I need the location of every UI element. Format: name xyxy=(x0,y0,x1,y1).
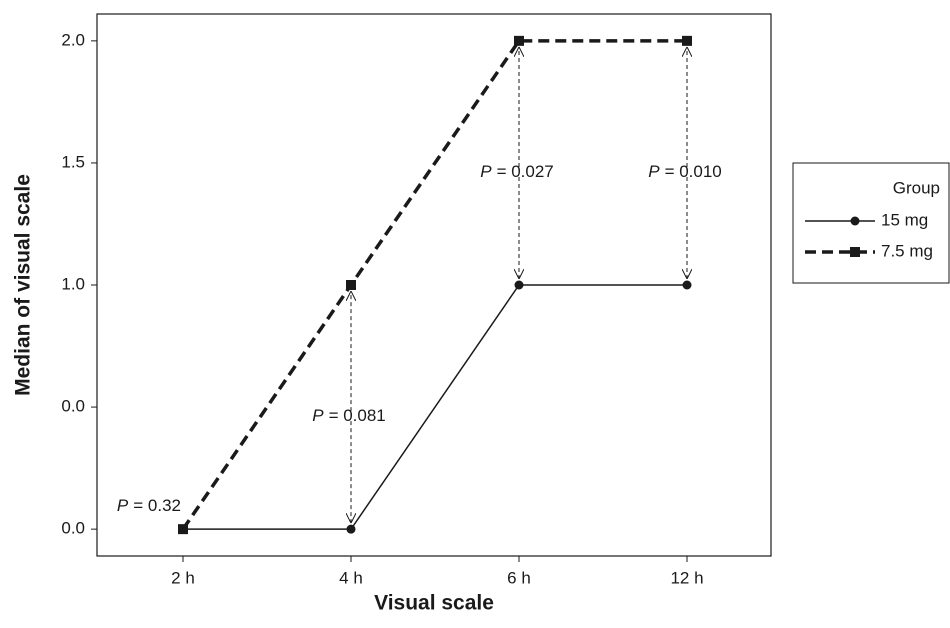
y-axis-title: Median of visual scale xyxy=(12,174,35,396)
p-symbol: P xyxy=(648,162,660,181)
p-value: = 0.081 xyxy=(329,407,386,426)
p-value-annotation: P = 0.027 xyxy=(480,162,554,181)
y-tick-label: 1.5 xyxy=(61,152,85,171)
point xyxy=(682,35,692,46)
x-tick-label: 4 h xyxy=(339,568,363,587)
p-value: = 0.027 xyxy=(497,162,554,181)
x-tick-label: 6 h xyxy=(507,568,531,587)
point xyxy=(346,280,356,290)
series-line xyxy=(183,284,687,530)
p-value-annotation: P = 0.32 xyxy=(117,497,181,516)
point xyxy=(682,280,692,290)
point xyxy=(514,280,524,290)
y-tick-label: 0.0 xyxy=(61,397,85,416)
p-symbol: P xyxy=(312,407,324,426)
series-line xyxy=(181,39,687,531)
p-value: = 0.010 xyxy=(665,162,722,181)
p-symbol: P xyxy=(117,497,129,516)
p-value-annotation: P = 0.010 xyxy=(648,162,722,181)
point xyxy=(346,524,356,534)
y-tick-label: 0.0 xyxy=(61,519,85,538)
x-tick-label: 2 h xyxy=(171,568,195,587)
point xyxy=(850,247,860,257)
point xyxy=(178,524,188,535)
p-symbol: P xyxy=(480,162,492,181)
legend-label: 15 mg xyxy=(881,210,928,229)
legend-label: 7.5 mg xyxy=(881,241,933,260)
p-value: = 0.32 xyxy=(133,497,181,516)
point xyxy=(850,216,860,226)
p-value-annotation: P = 0.081 xyxy=(312,407,386,426)
point xyxy=(514,35,524,46)
y-tick-label: 2.0 xyxy=(61,30,85,49)
x-tick-label: 12 h xyxy=(670,568,703,587)
y-tick-label: 1.0 xyxy=(61,274,85,293)
x-axis-title: Visual scale xyxy=(374,592,494,615)
legend-box xyxy=(792,162,950,284)
legend-title: Group xyxy=(893,178,940,197)
